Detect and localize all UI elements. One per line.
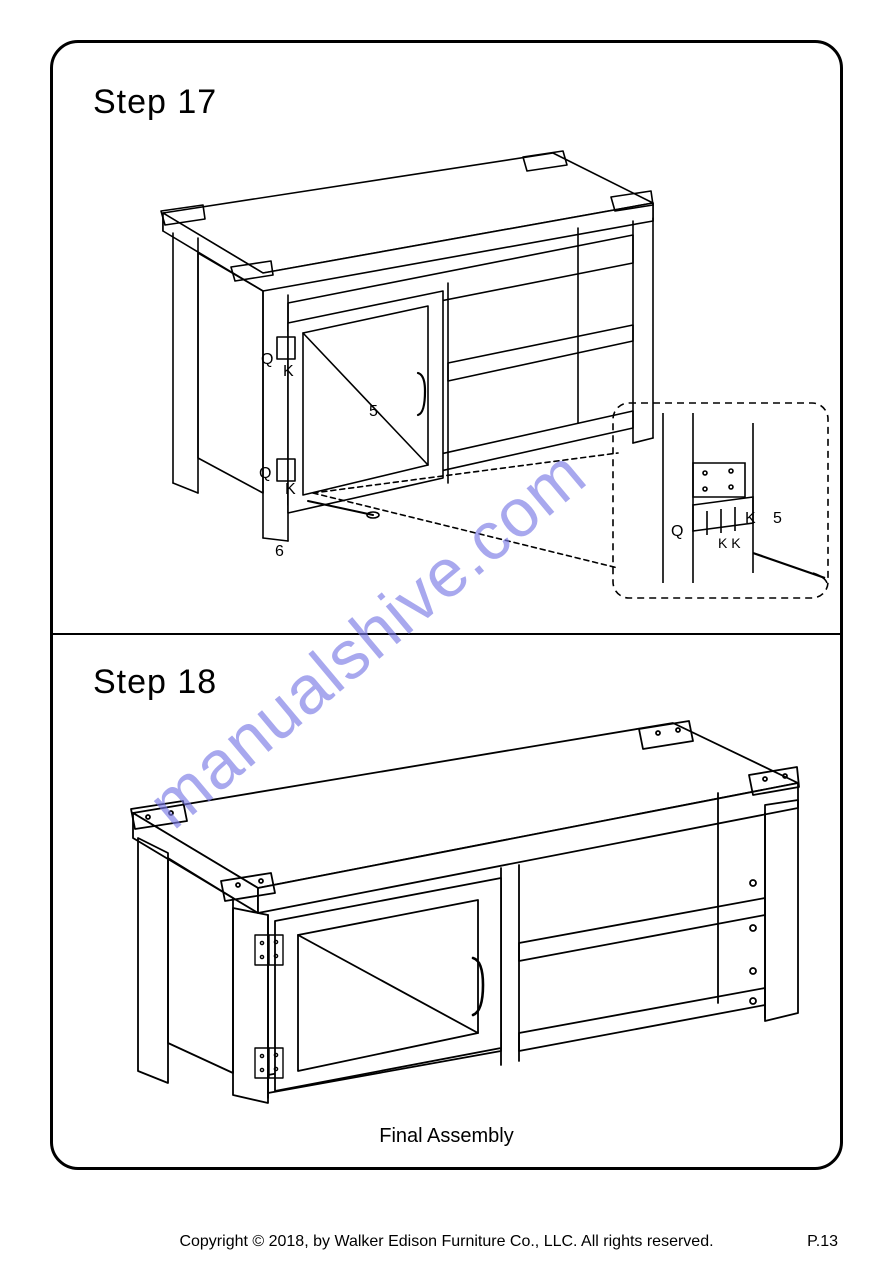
detail-label-5: 5	[773, 510, 782, 528]
label-K-1: K	[283, 363, 294, 381]
label-5: 5	[369, 403, 378, 421]
label-6: 6	[275, 543, 284, 561]
console-svg-18	[53, 703, 843, 1113]
step-divider	[53, 633, 840, 635]
detail-label-KK: K K	[718, 535, 741, 551]
step-17-title: Step 17	[93, 83, 217, 122]
detail-label-Q: Q	[671, 523, 683, 541]
detail-label-K1: K	[745, 510, 756, 528]
console-svg-17	[53, 123, 843, 633]
label-Q-1: Q	[261, 351, 273, 369]
step-17-diagram: Q K 5 Q K 6 Q K K K 5	[53, 123, 843, 633]
step-18-diagram	[53, 703, 843, 1113]
content-frame: Step 17	[50, 40, 843, 1170]
label-Q-2: Q	[259, 465, 271, 483]
final-assembly-caption: Final Assembly	[53, 1125, 840, 1148]
page-number: P.13	[807, 1233, 838, 1251]
label-K-2: K	[285, 481, 296, 499]
step-18-title: Step 18	[93, 663, 217, 702]
page: Step 17	[0, 0, 893, 1263]
copyright-text: Copyright © 2018, by Walker Edison Furni…	[0, 1233, 893, 1251]
